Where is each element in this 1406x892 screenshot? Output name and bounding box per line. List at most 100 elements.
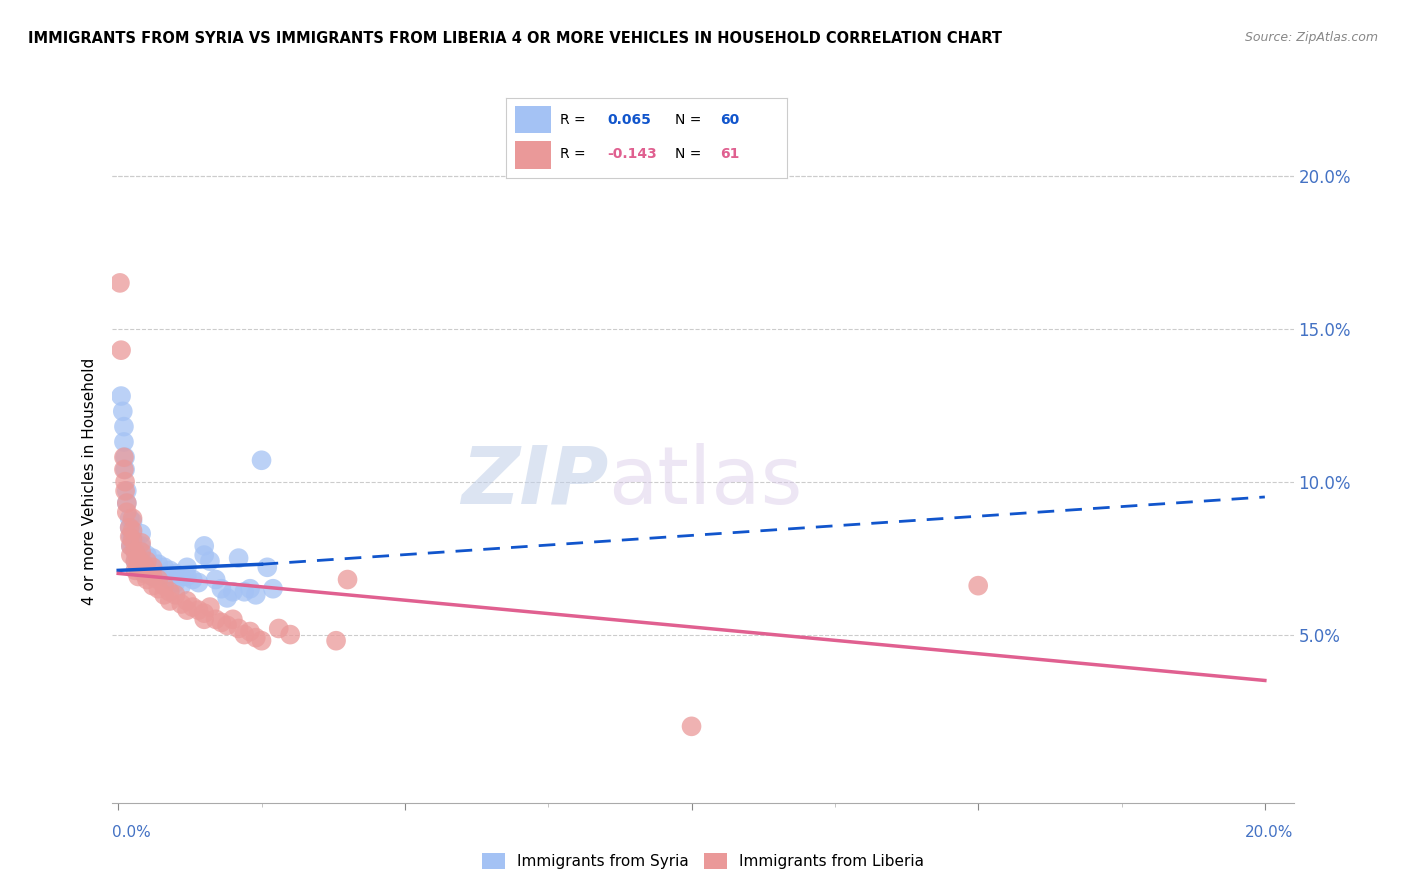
Point <box>159 573 181 587</box>
Point <box>681 719 703 733</box>
Point <box>127 560 149 574</box>
Point <box>135 558 157 572</box>
Point <box>233 627 256 641</box>
Point <box>176 603 198 617</box>
Point <box>239 624 262 639</box>
Point <box>114 483 136 498</box>
Point <box>114 462 136 476</box>
Point <box>118 511 141 525</box>
Text: Source: ZipAtlas.com: Source: ZipAtlas.com <box>1244 31 1378 45</box>
Point <box>250 453 273 467</box>
Point <box>239 582 262 596</box>
Point <box>110 343 132 358</box>
Point <box>120 548 142 562</box>
Point <box>250 633 273 648</box>
Point <box>118 520 141 534</box>
Point <box>121 524 143 538</box>
Point <box>115 496 138 510</box>
Point <box>135 548 157 562</box>
Point <box>115 496 138 510</box>
Text: R =: R = <box>560 147 585 161</box>
Text: N =: N = <box>675 112 702 127</box>
Point <box>142 569 165 583</box>
Text: 0.0%: 0.0% <box>112 825 152 840</box>
Point <box>245 588 267 602</box>
Point <box>135 554 157 568</box>
Point <box>135 573 157 587</box>
Point <box>121 526 143 541</box>
Point <box>124 563 146 577</box>
Point <box>148 566 170 581</box>
Point <box>114 450 136 465</box>
Point <box>209 615 232 630</box>
Point <box>204 612 226 626</box>
Point <box>176 594 198 608</box>
Text: 61: 61 <box>720 147 740 161</box>
Point <box>153 588 176 602</box>
Point <box>129 536 152 550</box>
Point <box>135 563 157 577</box>
Text: R =: R = <box>560 112 585 127</box>
Point <box>153 560 176 574</box>
Point <box>142 551 165 566</box>
Point <box>124 554 146 568</box>
Point <box>181 600 204 615</box>
Point <box>176 560 198 574</box>
Point <box>108 276 131 290</box>
Bar <box>515 142 551 169</box>
Point <box>114 475 136 489</box>
Point <box>170 579 193 593</box>
Point <box>217 618 239 632</box>
Point <box>262 582 284 596</box>
Point <box>132 558 155 572</box>
Point <box>209 582 232 596</box>
Point <box>170 597 193 611</box>
Point <box>124 545 146 559</box>
Point <box>110 389 132 403</box>
Point <box>121 533 143 547</box>
Point <box>127 541 149 556</box>
Point <box>142 560 165 574</box>
Point <box>193 612 215 626</box>
Point <box>228 622 250 636</box>
Point <box>120 530 142 544</box>
Text: 0.065: 0.065 <box>607 112 651 127</box>
Text: atlas: atlas <box>609 442 803 521</box>
Point <box>176 569 198 583</box>
Point <box>181 573 204 587</box>
Point <box>204 573 226 587</box>
Point <box>159 594 181 608</box>
Point <box>132 563 155 577</box>
Point <box>129 526 152 541</box>
Point <box>170 569 193 583</box>
Point <box>222 584 245 599</box>
Point <box>233 584 256 599</box>
Point <box>112 462 135 476</box>
Point <box>112 419 135 434</box>
Point <box>118 530 141 544</box>
Point <box>153 569 176 583</box>
Point <box>135 566 157 581</box>
Bar <box>515 106 551 134</box>
Text: N =: N = <box>675 147 702 161</box>
Point <box>142 579 165 593</box>
Point <box>127 560 149 574</box>
Point <box>336 573 359 587</box>
Point <box>127 551 149 566</box>
Point <box>967 579 990 593</box>
Point <box>129 545 152 559</box>
Legend: Immigrants from Syria, Immigrants from Liberia: Immigrants from Syria, Immigrants from L… <box>475 847 931 875</box>
Point <box>222 612 245 626</box>
Point <box>148 558 170 572</box>
Point <box>124 554 146 568</box>
Point <box>142 560 165 574</box>
Point <box>124 545 146 559</box>
Point <box>159 563 181 577</box>
Point <box>120 539 142 553</box>
Point <box>115 505 138 519</box>
Point <box>129 539 152 553</box>
Point <box>198 554 221 568</box>
Point <box>112 434 135 449</box>
Point <box>187 575 209 590</box>
Point <box>121 515 143 529</box>
